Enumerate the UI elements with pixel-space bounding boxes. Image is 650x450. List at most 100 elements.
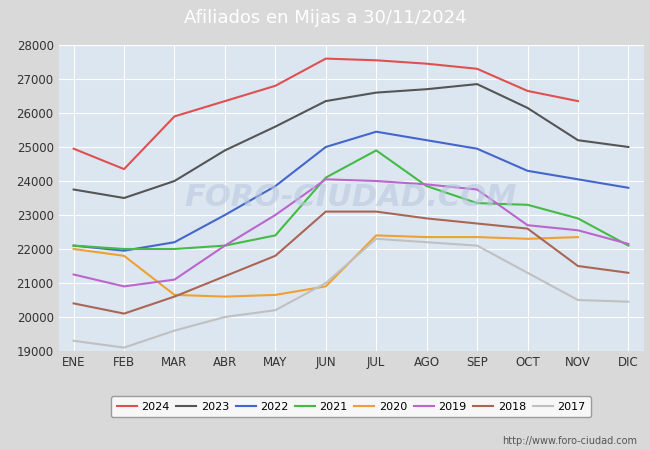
2021 xyxy=(272,233,280,238)
2024 xyxy=(524,88,532,94)
2017 xyxy=(372,236,380,242)
Line: 2019: 2019 xyxy=(73,179,629,286)
2017 xyxy=(221,314,229,319)
2017 xyxy=(524,270,532,275)
Line: 2022: 2022 xyxy=(73,132,629,251)
2023 xyxy=(574,138,582,143)
2018 xyxy=(625,270,632,275)
2024 xyxy=(473,66,481,72)
2023 xyxy=(422,86,430,92)
2023 xyxy=(625,144,632,150)
2021 xyxy=(524,202,532,207)
2022 xyxy=(170,239,178,245)
2017 xyxy=(120,345,128,350)
2022 xyxy=(372,129,380,135)
2020 xyxy=(473,234,481,240)
Line: 2020: 2020 xyxy=(73,235,578,297)
2023 xyxy=(120,195,128,201)
2019 xyxy=(524,222,532,228)
2017 xyxy=(473,243,481,248)
2020 xyxy=(422,234,430,240)
2021 xyxy=(625,243,632,248)
2021 xyxy=(70,243,77,248)
2019 xyxy=(272,212,280,218)
2018 xyxy=(322,209,330,214)
2017 xyxy=(574,297,582,303)
2020 xyxy=(70,246,77,252)
2024 xyxy=(272,83,280,89)
2023 xyxy=(372,90,380,95)
2023 xyxy=(70,187,77,192)
2020 xyxy=(170,292,178,297)
2021 xyxy=(473,200,481,206)
2018 xyxy=(422,216,430,221)
2019 xyxy=(574,228,582,233)
2018 xyxy=(70,301,77,306)
2024 xyxy=(120,166,128,172)
2020 xyxy=(120,253,128,258)
2018 xyxy=(272,253,280,258)
Line: 2024: 2024 xyxy=(73,58,578,169)
2018 xyxy=(120,311,128,316)
2022 xyxy=(272,184,280,189)
2020 xyxy=(574,234,582,240)
2021 xyxy=(372,148,380,153)
2019 xyxy=(625,241,632,247)
2019 xyxy=(70,272,77,277)
2017 xyxy=(70,338,77,343)
2022 xyxy=(120,248,128,253)
Text: FORO-CIUDAD.COM: FORO-CIUDAD.COM xyxy=(185,184,517,212)
2023 xyxy=(170,178,178,184)
Text: Afiliados en Mijas a 30/11/2024: Afiliados en Mijas a 30/11/2024 xyxy=(184,9,466,27)
2022 xyxy=(625,185,632,190)
2019 xyxy=(422,182,430,187)
2021 xyxy=(574,216,582,221)
2018 xyxy=(574,263,582,269)
2021 xyxy=(422,184,430,189)
2019 xyxy=(322,176,330,182)
2018 xyxy=(524,226,532,231)
2024 xyxy=(322,56,330,61)
Legend: 2024, 2023, 2022, 2021, 2020, 2019, 2018, 2017: 2024, 2023, 2022, 2021, 2020, 2019, 2018… xyxy=(111,396,591,418)
Line: 2023: 2023 xyxy=(73,84,629,198)
2017 xyxy=(272,307,280,313)
2017 xyxy=(322,280,330,286)
2022 xyxy=(221,212,229,218)
Line: 2021: 2021 xyxy=(73,150,629,249)
2022 xyxy=(422,138,430,143)
2019 xyxy=(170,277,178,282)
2023 xyxy=(524,105,532,111)
2024 xyxy=(70,146,77,151)
2019 xyxy=(221,243,229,248)
2022 xyxy=(70,243,77,248)
2020 xyxy=(372,233,380,238)
2020 xyxy=(272,292,280,297)
2023 xyxy=(272,124,280,129)
2023 xyxy=(322,99,330,104)
Text: http://www.foro-ciudad.com: http://www.foro-ciudad.com xyxy=(502,436,637,446)
2020 xyxy=(322,284,330,289)
2018 xyxy=(473,221,481,226)
2022 xyxy=(524,168,532,174)
2018 xyxy=(221,274,229,279)
2021 xyxy=(170,246,178,252)
2018 xyxy=(170,294,178,299)
2017 xyxy=(170,328,178,333)
2022 xyxy=(574,176,582,182)
2023 xyxy=(221,148,229,153)
2023 xyxy=(473,81,481,87)
2024 xyxy=(422,61,430,67)
2021 xyxy=(221,243,229,248)
2021 xyxy=(120,246,128,252)
2019 xyxy=(473,187,481,192)
Line: 2017: 2017 xyxy=(73,239,629,347)
2018 xyxy=(372,209,380,214)
2019 xyxy=(372,178,380,184)
2017 xyxy=(422,239,430,245)
2022 xyxy=(322,144,330,150)
2021 xyxy=(322,175,330,180)
2024 xyxy=(574,99,582,104)
Line: 2018: 2018 xyxy=(73,212,629,314)
2020 xyxy=(221,294,229,299)
2024 xyxy=(170,114,178,119)
